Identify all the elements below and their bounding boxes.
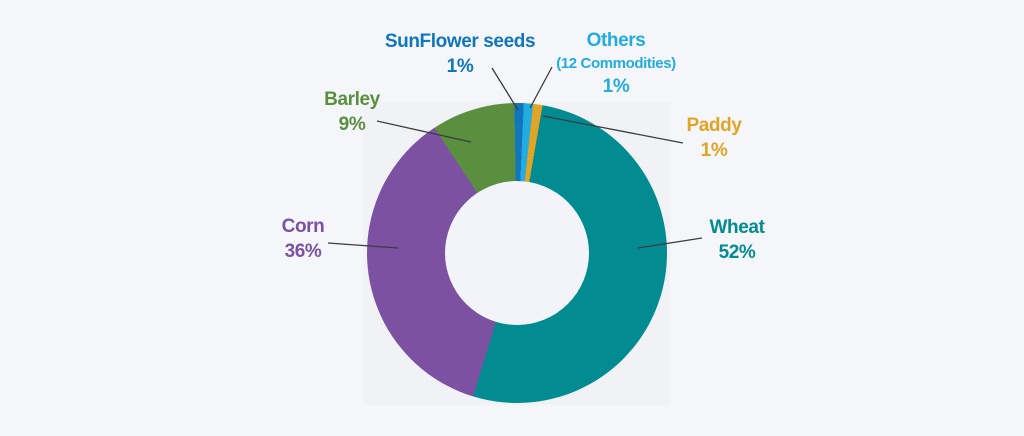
label-others-name: Others (586, 30, 646, 51)
label-sunflower-seeds: SunFlower seeds 1% (384, 29, 536, 79)
label-barley-pct: 9% (338, 114, 366, 135)
label-paddy-pct: 1% (700, 140, 728, 161)
label-wheat-pct: 52% (718, 242, 756, 263)
label-others-sub: (12 Commodities) (556, 55, 676, 72)
donut-hole (445, 181, 589, 325)
label-sunflower-name: SunFlower seeds (384, 31, 536, 52)
label-others: Others (12 Commodities) 1% (556, 28, 676, 99)
label-corn: Corn 36% (282, 214, 325, 264)
label-corn-name: Corn (281, 216, 325, 237)
label-wheat-name: Wheat (709, 217, 765, 238)
label-corn-pct: 36% (284, 241, 322, 262)
label-barley: Barley 9% (324, 87, 380, 137)
label-sunflower-pct: 1% (446, 56, 474, 77)
label-paddy-name: Paddy (686, 115, 742, 136)
label-others-pct: 1% (602, 76, 630, 97)
label-wheat: Wheat 52% (709, 215, 764, 265)
label-barley-name: Barley (324, 89, 380, 110)
label-paddy: Paddy 1% (686, 113, 741, 163)
